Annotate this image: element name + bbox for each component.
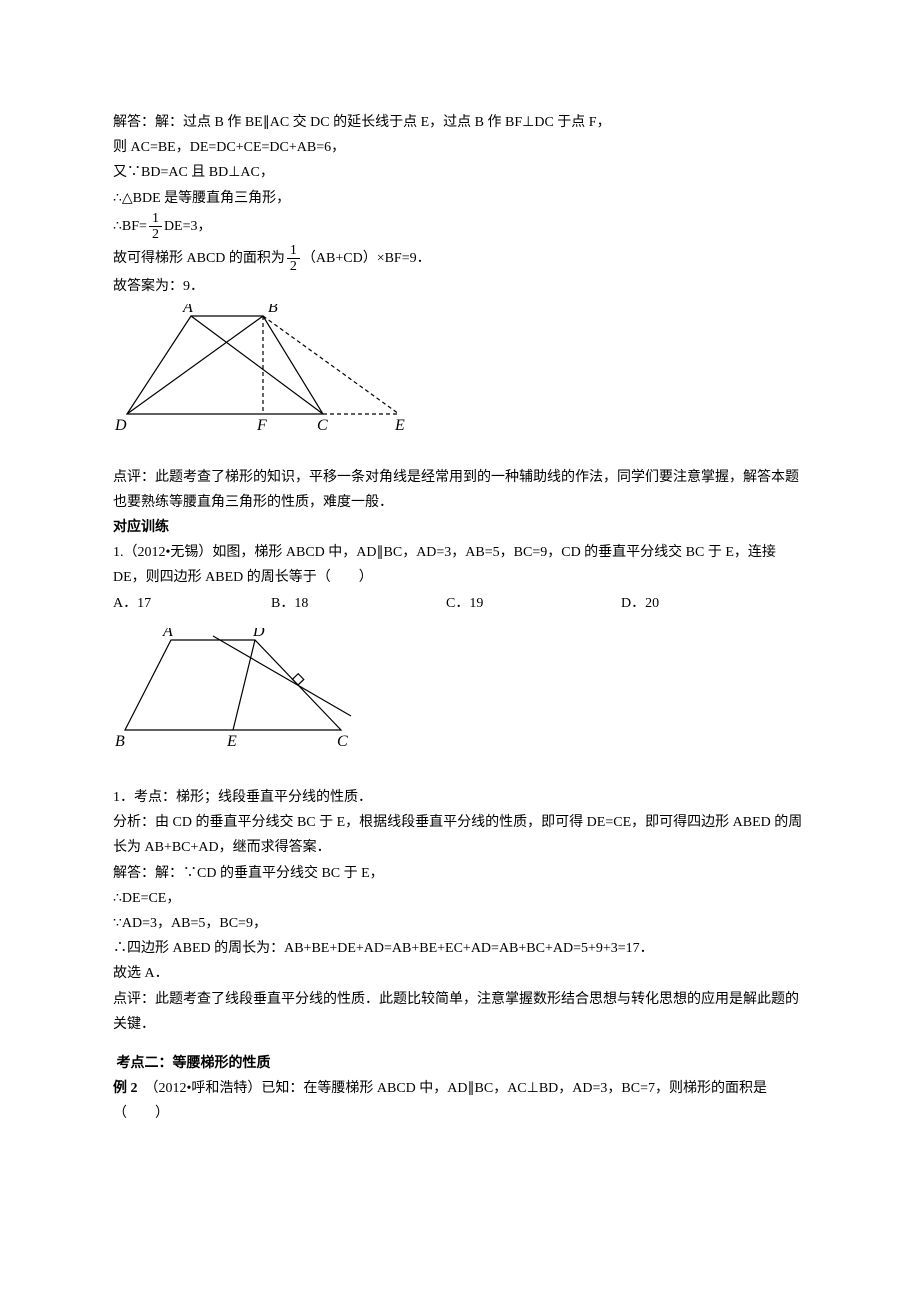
figure2-svg: A D B E C <box>113 628 359 754</box>
solution-line: ∴△BDE 是等腰直角三角形， <box>113 186 807 211</box>
text-fragment: （AB+CD）×BF=9． <box>302 251 431 266</box>
solution-line: 则 AC=BE，DE=DC+CE=DC+AB=6， <box>113 135 807 160</box>
fraction-denominator: 2 <box>287 259 300 274</box>
fraction: 12 <box>149 211 162 243</box>
example-text: （2012•呼和浩特）已知：在等腰梯形 ABCD 中，AD∥BC，AC⊥BD，A… <box>113 1081 767 1121</box>
choice-b: B．18 <box>271 591 446 616</box>
fraction-numerator: 1 <box>287 243 300 259</box>
solution-line: 又∵BD=AC 且 BD⊥AC， <box>113 160 807 185</box>
text-fragment: ∴BF= <box>113 219 147 234</box>
solution-line: 故选 A． <box>113 961 807 986</box>
section-heading: 考点二：等腰梯形的性质 <box>113 1051 807 1076</box>
commentary-line: 点评：此题考查了梯形的知识，平移一条对角线是经常用到的一种辅助线的作法，同学们要… <box>113 465 807 515</box>
solution-line: 分析：由 CD 的垂直平分线交 BC 于 E，根据线段垂直平分线的性质，即可得 … <box>113 810 807 860</box>
practice-heading: 对应训练 <box>113 515 807 540</box>
section-heading-text: 考点二：等腰梯形的性质 <box>117 1056 271 1071</box>
solution-line: ∴DE=CE， <box>113 886 807 911</box>
fraction: 12 <box>287 243 300 275</box>
text-fragment: 故可得梯形 ABCD 的面积为 <box>113 251 285 266</box>
solution-line: 点评：此题考查了线段垂直平分线的性质．此题比较简单，注意掌握数形结合思想与转化思… <box>113 987 807 1037</box>
vertex-label-f: F <box>256 417 267 434</box>
solution-line: ∵AD=3，AB=5，BC=9， <box>113 911 807 936</box>
answer-choices: A．17 B．18 C．19 D．20 <box>113 591 807 616</box>
fraction-numerator: 1 <box>149 211 162 227</box>
solution-line: 故可得梯形 ABCD 的面积为12（AB+CD）×BF=9． <box>113 243 807 275</box>
vertex-label-b: B <box>115 733 125 750</box>
geometry-figure-1: A B D F C E <box>113 304 807 443</box>
solution-line: 1．考点：梯形；线段垂直平分线的性质． <box>113 785 807 810</box>
vertex-label-d: D <box>114 417 127 434</box>
choice-c: C．19 <box>446 591 621 616</box>
example-label: 例 2 <box>113 1081 138 1096</box>
vertex-label-c: C <box>337 733 348 750</box>
text-fragment: DE=3， <box>164 219 212 234</box>
solution-line: ∴四边形 ABED 的周长为：AB+BE+DE+AD=AB+BE+EC+AD=A… <box>113 936 807 961</box>
vertex-label-e: E <box>226 733 237 750</box>
choice-d: D．20 <box>621 591 807 616</box>
vertex-label-d: D <box>252 628 265 640</box>
vertex-label-c: C <box>317 417 328 434</box>
vertex-label-a: A <box>182 304 193 316</box>
choice-a: A．17 <box>113 591 271 616</box>
figure1-svg: A B D F C E <box>113 304 413 434</box>
solution-line: ∴BF=12DE=3， <box>113 211 807 243</box>
solution-line: 解答：解：∵CD 的垂直平分线交 BC 于 E， <box>113 861 807 886</box>
solution-line: 解答：解：过点 B 作 BE∥AC 交 DC 的延长线于点 E，过点 B 作 B… <box>113 110 807 135</box>
question-text: 1.（2012•无锡）如图，梯形 ABCD 中，AD∥BC，AD=3，AB=5，… <box>113 540 807 590</box>
vertex-label-a: A <box>162 628 173 640</box>
solution-line: 故答案为：9． <box>113 274 807 299</box>
geometry-figure-2: A D B E C <box>113 628 807 763</box>
vertex-label-b: B <box>268 304 278 316</box>
example-line: 例 2 （2012•呼和浩特）已知：在等腰梯形 ABCD 中，AD∥BC，AC⊥… <box>113 1076 807 1126</box>
fraction-denominator: 2 <box>149 227 162 242</box>
vertex-label-e: E <box>394 417 405 434</box>
